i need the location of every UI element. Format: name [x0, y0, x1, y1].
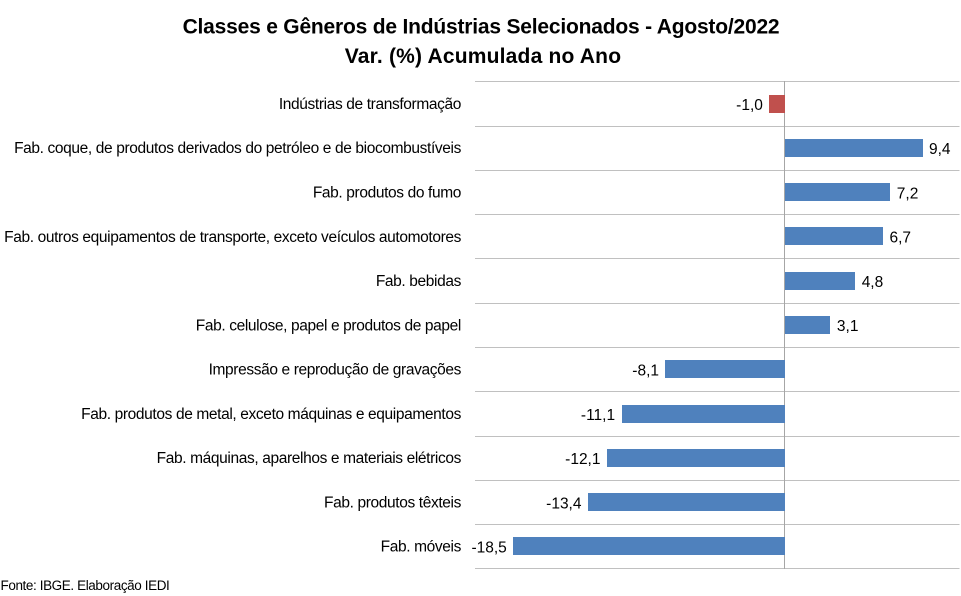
- svg-text:Fab. celulose, papel e produto: Fab. celulose, papel e produtos de papel: [196, 317, 461, 334]
- svg-text:6,7: 6,7: [890, 230, 912, 247]
- svg-text:Fab. outros equipamentos de tr: Fab. outros equipamentos de transporte, …: [4, 229, 461, 246]
- svg-text:-11,1: -11,1: [581, 407, 615, 424]
- svg-text:9,4: 9,4: [929, 141, 951, 158]
- svg-text:Fab. produtos do fumo: Fab. produtos do fumo: [313, 185, 461, 202]
- svg-text:-13,4: -13,4: [546, 495, 582, 512]
- svg-text:-12,1: -12,1: [565, 451, 600, 468]
- svg-text:Var. (%) Acumulada no Ano: Var. (%) Acumulada no Ano: [345, 45, 621, 68]
- svg-text:Fab. máquinas, aparelhos e mat: Fab. máquinas, aparelhos e materiais elé…: [157, 450, 462, 467]
- svg-text:Indústrias de transformação: Indústrias de transformação: [279, 96, 461, 113]
- svg-text:-1,0: -1,0: [736, 97, 763, 114]
- svg-text:4,8: 4,8: [862, 274, 884, 291]
- svg-text:Fab. bebidas: Fab. bebidas: [376, 273, 462, 290]
- svg-text:Fab. produtos têxteis: Fab. produtos têxteis: [324, 495, 462, 512]
- svg-text:3,1: 3,1: [837, 318, 859, 335]
- svg-text:Fonte: IBGE. Elaboração IEDI: Fonte: IBGE. Elaboração IEDI: [1, 578, 170, 593]
- svg-text:7,2: 7,2: [897, 185, 919, 202]
- svg-text:Fab. produtos de metal, exceto: Fab. produtos de metal, exceto máquinas …: [81, 406, 461, 423]
- svg-text:-8,1: -8,1: [632, 363, 659, 380]
- svg-text:Fab. coque, de produtos deriva: Fab. coque, de produtos derivados do pet…: [14, 140, 462, 157]
- svg-text:Impressão e reprodução de grav: Impressão e reprodução de gravações: [209, 362, 462, 379]
- svg-text:Fab. móveis: Fab. móveis: [381, 539, 462, 556]
- svg-text:Classes e Gêneros de Indústria: Classes e Gêneros de Indústrias Selecion…: [183, 15, 780, 38]
- svg-text:-18,5: -18,5: [471, 540, 506, 557]
